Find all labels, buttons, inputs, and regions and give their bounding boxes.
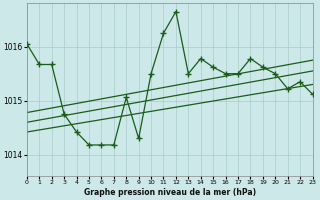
X-axis label: Graphe pression niveau de la mer (hPa): Graphe pression niveau de la mer (hPa) xyxy=(84,188,256,197)
